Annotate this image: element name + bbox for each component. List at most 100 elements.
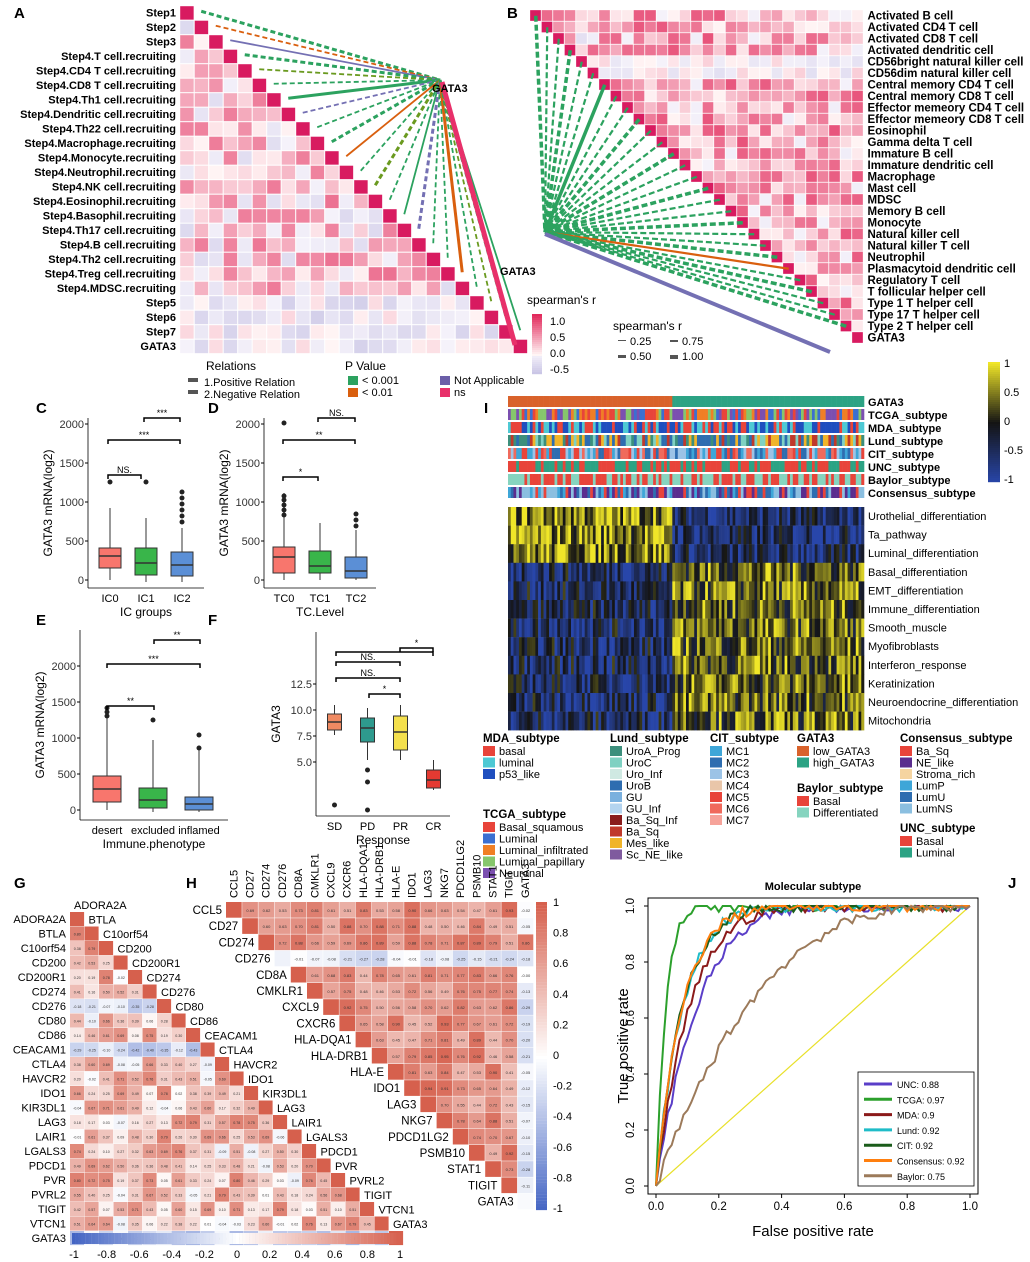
colorbar-step — [350, 1233, 355, 1244]
heatmap-cell — [702, 78, 714, 91]
heatmap-cell — [757, 600, 761, 619]
heatmap-cell — [794, 147, 806, 160]
heatmap-cell — [653, 693, 657, 712]
annotation-cell — [508, 422, 512, 433]
heatmap-cell — [368, 237, 383, 253]
corr-cell — [157, 1173, 172, 1188]
relation-line — [544, 230, 766, 247]
x-tick-label: inflamed — [178, 825, 220, 837]
annotation-cell — [803, 487, 807, 498]
heatmap-cell — [527, 507, 531, 526]
corr-cell — [128, 984, 143, 999]
relation-line — [544, 230, 813, 294]
outlier — [107, 479, 113, 485]
heatmap-cell — [840, 193, 852, 206]
heatmap-cell — [748, 32, 760, 45]
heatmap-cell — [647, 600, 651, 619]
annotation-cell — [532, 396, 536, 407]
corr-value: 0.88 — [408, 940, 417, 945]
row-label: Step4.Dendritic cell.recruiting — [20, 109, 176, 121]
heatmap-cell — [538, 562, 542, 582]
annotation-cell — [568, 409, 572, 420]
heatmap-cell — [426, 339, 441, 354]
corr-value: 0.78 — [161, 1092, 168, 1096]
heatmap-cell — [759, 693, 763, 712]
y-tick-label: 10.0 — [291, 705, 312, 717]
heatmap-cell — [702, 507, 706, 526]
corr-value: 0.28 — [161, 1019, 168, 1023]
gene-row-label: TIGIT — [468, 1180, 497, 1192]
corr-value: 0.06 — [146, 1222, 153, 1226]
corr-value: 0.39 — [204, 1092, 211, 1096]
annotation-cell — [773, 422, 777, 433]
heatmap-cell — [527, 711, 531, 731]
heatmap-cell — [266, 281, 282, 296]
corr-value: 0.45 — [408, 1021, 417, 1026]
heatmap-cell — [721, 581, 725, 601]
relation-line — [544, 164, 686, 233]
heatmap-cell — [736, 136, 749, 148]
heatmap-cell — [595, 711, 599, 731]
annotation-cell — [803, 422, 807, 433]
heatmap-cell — [680, 507, 684, 526]
annotation-cell — [606, 461, 610, 472]
heatmap-cell — [702, 655, 706, 675]
row-label: Plasmacytoid dendritic cell — [868, 263, 1016, 275]
heatmap-cell — [554, 693, 558, 712]
corr-value: 0.36 — [262, 1121, 269, 1125]
size-legend-title: spearman's r — [613, 319, 682, 333]
heatmap-cell — [518, 655, 522, 675]
corr-cell — [371, 1015, 388, 1032]
heatmap-cell — [179, 179, 195, 195]
heatmap-cell — [759, 147, 772, 160]
corr-value: -0.04 — [218, 1222, 226, 1226]
colorbar-step — [532, 364, 542, 367]
annotation-cell — [779, 487, 783, 498]
gene-col-label: HLA-DRB1 — [374, 844, 386, 898]
annotation-cell — [831, 396, 835, 407]
heatmap-cell — [762, 693, 766, 712]
corr-cell — [290, 966, 307, 983]
corr-value: 0.75 — [360, 1005, 369, 1010]
colorbar-tick: 0.5 — [550, 332, 565, 344]
significance-label: *** — [139, 430, 150, 440]
heatmap-cell — [672, 618, 676, 638]
heatmap-cell — [295, 223, 311, 238]
heatmap-cell — [368, 252, 383, 267]
annotation-cell — [716, 435, 720, 446]
heatmap-cell — [782, 124, 795, 137]
heatmap-cell — [702, 101, 714, 114]
colorbar-step — [536, 1025, 547, 1029]
annotation-cell — [839, 448, 843, 459]
y-tick-label: 0 — [254, 575, 260, 587]
corr-cell — [339, 966, 356, 983]
heatmap-cell — [614, 581, 618, 601]
heatmap-cell — [612, 674, 616, 694]
heatmap-cell — [817, 285, 829, 298]
heatmap-cell — [669, 711, 673, 731]
corr-cell — [420, 1031, 437, 1048]
heatmap-cell — [705, 637, 709, 656]
corr-cell — [99, 1216, 114, 1231]
heatmap-cell — [688, 674, 692, 694]
heatmap-cell — [628, 525, 632, 545]
heatmap-cell — [666, 507, 670, 526]
annotation-cell — [612, 409, 616, 420]
heatmap-cell — [771, 9, 783, 22]
annotation-cell — [729, 396, 733, 407]
annotation-cell — [740, 487, 744, 498]
annotation-cell — [612, 487, 616, 498]
heatmap-cell — [801, 544, 805, 563]
heatmap-cell — [691, 562, 695, 582]
heatmap-cell — [252, 121, 267, 137]
annotation-cell — [757, 409, 761, 420]
annotation-cell — [631, 474, 635, 485]
corr-cell — [469, 1064, 485, 1080]
heatmap-cell — [782, 193, 795, 206]
heatmap-cell — [713, 182, 726, 194]
annotation-cell — [653, 474, 657, 485]
annotation-cell — [792, 474, 796, 485]
heatmap-cell — [601, 544, 605, 563]
heatmap-cell — [620, 711, 624, 731]
heatmap-cell — [620, 674, 624, 694]
